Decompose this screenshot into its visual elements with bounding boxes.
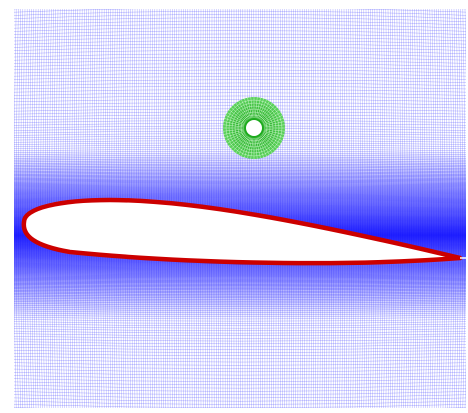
mesh-line-horizontal xyxy=(14,366,468,369)
overset-hole xyxy=(246,120,262,136)
mesh-line-horizontal xyxy=(14,324,468,326)
mesh-line-horizontal xyxy=(14,379,468,382)
mesh-line-horizontal xyxy=(14,385,468,388)
mesh-line-horizontal xyxy=(14,382,468,385)
mesh-line-vertical xyxy=(12,9,14,408)
mesh-line-horizontal xyxy=(14,388,468,391)
mesh-line-horizontal xyxy=(14,322,468,324)
mesh-line-horizontal xyxy=(14,326,468,328)
mesh-line-horizontal xyxy=(14,375,468,378)
mesh-line-horizontal xyxy=(14,5,468,9)
overset-disk xyxy=(223,97,285,159)
mesh-line-horizontal xyxy=(14,47,468,51)
mesh-line-horizontal xyxy=(14,363,468,366)
mesh-line-horizontal xyxy=(14,50,468,54)
mesh-line-horizontal xyxy=(14,63,468,66)
mesh-line-horizontal xyxy=(14,54,468,57)
mesh-line-horizontal xyxy=(14,57,468,60)
mesh-line-horizontal xyxy=(14,372,468,375)
mesh-line-horizontal xyxy=(14,369,468,372)
mesh-line-horizontal xyxy=(14,60,468,63)
